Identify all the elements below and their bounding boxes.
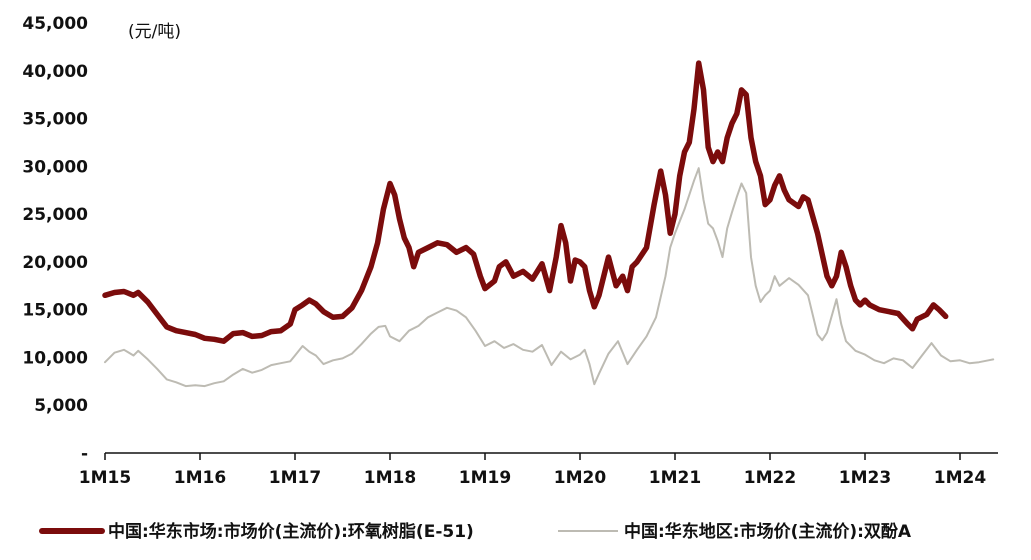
epoxy-resin-price-line — [102, 60, 949, 344]
x-tick-label: 1M16 — [174, 468, 226, 488]
x-tick-label: 1M23 — [839, 468, 891, 488]
y-tick-label: 35,000 — [22, 110, 88, 130]
legend-label-bpa: 中国:华东地区:市场价(主流价):双酚A — [624, 521, 912, 542]
y-tick-label: 45,000 — [22, 14, 88, 34]
x-tick-label: 1M18 — [364, 468, 416, 488]
x-tick-label: 1M15 — [79, 468, 131, 488]
y-tick-label: 25,000 — [22, 205, 88, 225]
x-tick-label: 1M17 — [269, 468, 321, 488]
y-tick-label: - — [81, 444, 88, 464]
y-tick-label: 10,000 — [22, 348, 88, 368]
y-tick-label: 40,000 — [22, 62, 88, 82]
x-tick-label: 1M20 — [554, 468, 607, 488]
x-axis: 1M15 1M16 1M17 1M18 1M19 1M20 1M21 1M22 1M23 1M24 — [79, 452, 998, 488]
y-tick-label: 20,000 — [22, 253, 88, 273]
y-tick-label: 15,000 — [22, 301, 88, 321]
y-tick-label: 5,000 — [34, 396, 88, 416]
y-axis: 45,000 40,000 35,000 30,000 25,000 20,000 15,0… — [22, 14, 88, 464]
x-tick-label: 1M22 — [744, 468, 796, 488]
x-tick-label: 1M19 — [459, 468, 511, 488]
legend: 中国:华东市场:市场价(主流价):环氧树脂(E-51) 中国:华东地区:市场价(主… — [39, 521, 912, 542]
series-layer — [102, 60, 995, 388]
legend-label-epoxy: 中国:华东市场:市场价(主流价):环氧树脂(E-51) — [108, 521, 474, 542]
x-tick-label: 1M24 — [934, 468, 987, 488]
x-tick-label: 1M21 — [649, 468, 701, 488]
y-unit-label: (元/吨) — [128, 22, 181, 42]
y-tick-label: 30,000 — [22, 157, 88, 177]
bisphenol-a-price-line — [104, 167, 995, 388]
